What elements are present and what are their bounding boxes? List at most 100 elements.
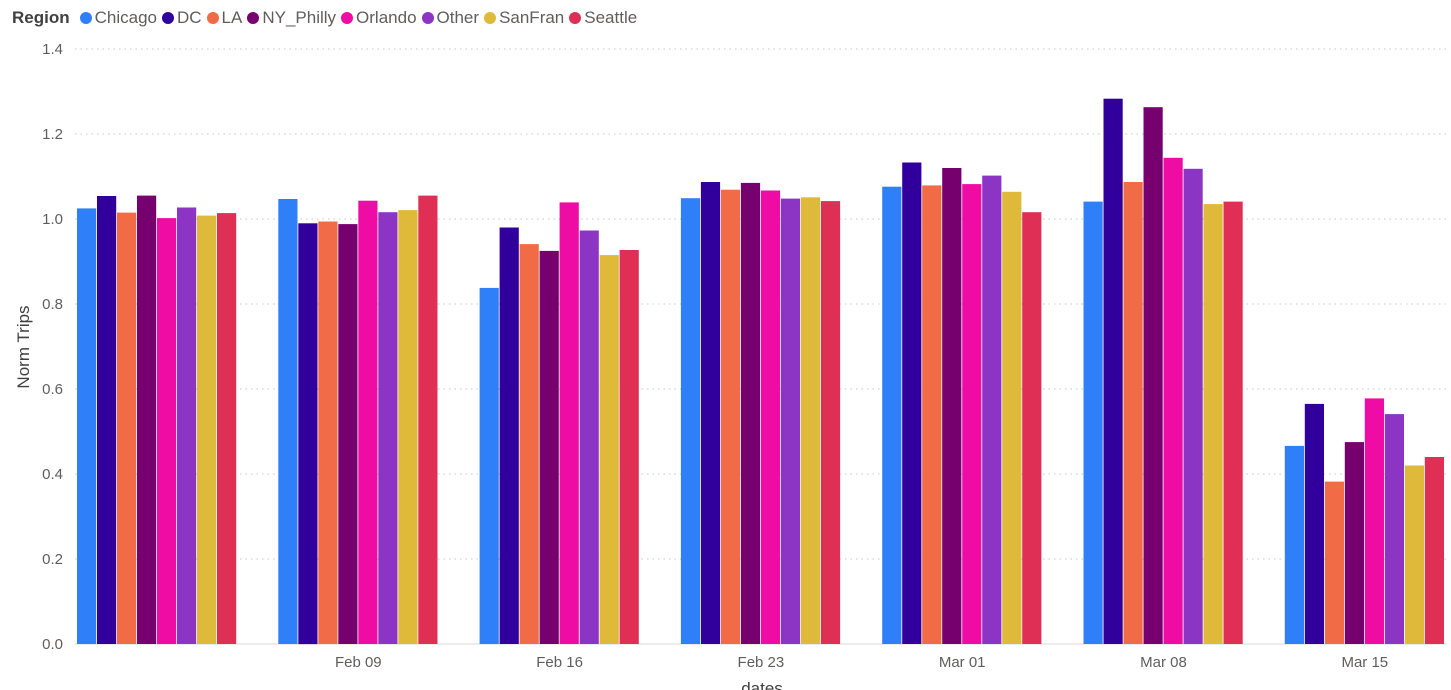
x-tick-label: Feb 09	[335, 654, 382, 671]
x-axis-title: dates	[741, 679, 783, 690]
bar-seattle[interactable]	[1223, 201, 1243, 644]
legend-swatch-sanfran	[484, 12, 497, 24]
bar-sanfran[interactable]	[800, 197, 821, 645]
bar-dc[interactable]	[700, 182, 721, 644]
legend-item-la[interactable]: LA	[206, 8, 243, 28]
bar-chicago[interactable]	[77, 208, 97, 644]
bar-other[interactable]	[982, 175, 1002, 644]
bar-sanfran[interactable]	[398, 210, 418, 644]
bar-chicago[interactable]	[479, 287, 499, 644]
y-tick-label: 1.0	[42, 211, 63, 228]
y-tick-label: 0.0	[42, 636, 63, 653]
x-tick-label: Mar 01	[939, 654, 986, 671]
bar-seattle[interactable]	[619, 250, 639, 644]
x-tick-label: Mar 08	[1140, 654, 1187, 671]
bar-dc[interactable]	[1304, 403, 1324, 644]
bar-chicago[interactable]	[680, 198, 701, 644]
bar-sanfran[interactable]	[1203, 204, 1223, 644]
bar-ny-philly[interactable]	[942, 168, 962, 644]
x-tick-label: Feb 16	[536, 654, 583, 671]
bar-seattle[interactable]	[1424, 457, 1444, 644]
bar-seattle[interactable]	[418, 195, 438, 644]
legend-swatch-dc	[161, 12, 174, 24]
bar-seattle[interactable]	[820, 201, 841, 644]
y-tick-label: 0.2	[42, 551, 63, 568]
legend-label-dc: DC	[176, 8, 202, 27]
legend-label-la: LA	[221, 8, 243, 27]
bar-orlando[interactable]	[1163, 157, 1183, 645]
bar-other[interactable]	[177, 207, 197, 645]
bar-dc[interactable]	[1103, 98, 1123, 644]
legend-label-orlando: Orlando	[356, 8, 417, 27]
bar-la[interactable]	[318, 221, 338, 645]
bar-dc[interactable]	[499, 227, 519, 645]
x-axis: Feb 09 Feb 16 Feb 23 Mar 01 Mar 08 Mar 15	[335, 654, 1388, 671]
bar-chicago[interactable]	[1083, 201, 1103, 644]
bar-ny-philly[interactable]	[137, 195, 157, 644]
x-tick-label: Feb 23	[738, 654, 785, 671]
bar-sanfran[interactable]	[197, 215, 217, 644]
bar-sanfran[interactable]	[1002, 191, 1022, 645]
y-axis: 0.0 0.2 0.4 0.6 0.8 1.0 1.2 1.4	[42, 41, 63, 653]
x-tick-label: Mar 15	[1341, 654, 1388, 671]
bar-orlando[interactable]	[157, 218, 177, 644]
bar-dc[interactable]	[902, 162, 922, 645]
bar-seattle[interactable]	[217, 213, 237, 644]
legend-item-other[interactable]: Other	[421, 8, 480, 28]
bar-orlando[interactable]	[760, 190, 781, 645]
bar-ny-philly[interactable]	[539, 250, 559, 644]
bars	[77, 98, 1444, 645]
legend-swatch-chicago	[79, 12, 92, 24]
y-tick-label: 1.2	[42, 126, 63, 143]
bar-ny-philly[interactable]	[338, 224, 358, 644]
legend-label-other: Other	[436, 8, 480, 27]
bar-sanfran[interactable]	[1404, 465, 1424, 645]
bar-dc[interactable]	[97, 196, 117, 644]
y-tick-label: 0.8	[42, 296, 63, 313]
bar-chicago[interactable]	[882, 186, 902, 644]
bar-la[interactable]	[519, 244, 539, 644]
bar-seattle[interactable]	[1022, 212, 1042, 644]
bar-la[interactable]	[1324, 481, 1344, 644]
bar-orlando[interactable]	[1364, 398, 1384, 644]
bar-orlando[interactable]	[559, 202, 579, 644]
y-tick-label: 0.6	[42, 381, 63, 398]
bar-ny-philly[interactable]	[1143, 107, 1163, 644]
bar-la[interactable]	[117, 212, 137, 644]
bar-chicago[interactable]	[278, 199, 298, 644]
legend-label-ny-philly: NY_Philly	[262, 8, 337, 27]
legend-swatch-other	[421, 12, 434, 24]
legend-swatch-ny-philly	[247, 12, 260, 24]
bar-other[interactable]	[1183, 168, 1203, 645]
y-axis-title: Norm Trips	[14, 305, 33, 388]
legend-item-orlando[interactable]: Orlando	[341, 8, 417, 28]
bar-other[interactable]	[579, 230, 599, 645]
bar-orlando[interactable]	[358, 200, 378, 644]
bar-other[interactable]	[378, 212, 398, 644]
legend-item-ny-philly[interactable]: NY_Philly	[247, 8, 336, 28]
legend-item-dc[interactable]: DC	[161, 8, 202, 28]
legend-swatch-la	[206, 12, 219, 24]
bar-ny-philly[interactable]	[740, 182, 761, 644]
chart-legend: Region Chicago DC LA NY_Philly Orlando O…	[12, 6, 642, 30]
bar-dc[interactable]	[298, 223, 318, 645]
bar-other[interactable]	[780, 198, 801, 644]
legend-title: Region	[12, 8, 70, 27]
bar-orlando[interactable]	[962, 184, 982, 644]
legend-swatch-orlando	[341, 12, 354, 24]
bar-other[interactable]	[1384, 414, 1404, 644]
bar-chicago[interactable]	[1284, 445, 1304, 644]
bar-ny-philly[interactable]	[1344, 442, 1364, 644]
bar-la[interactable]	[922, 185, 942, 644]
legend-item-seattle[interactable]: Seattle	[569, 8, 637, 28]
y-tick-label: 1.4	[42, 41, 63, 58]
legend-label-chicago: Chicago	[94, 8, 157, 27]
bar-sanfran[interactable]	[599, 255, 619, 644]
legend-label-seattle: Seattle	[584, 8, 638, 27]
legend-label-sanfran: SanFran	[499, 8, 565, 27]
legend-item-chicago[interactable]: Chicago	[79, 8, 157, 28]
legend-item-sanfran[interactable]: SanFran	[484, 8, 564, 28]
bar-la[interactable]	[1123, 182, 1143, 644]
bar-la[interactable]	[720, 189, 741, 644]
